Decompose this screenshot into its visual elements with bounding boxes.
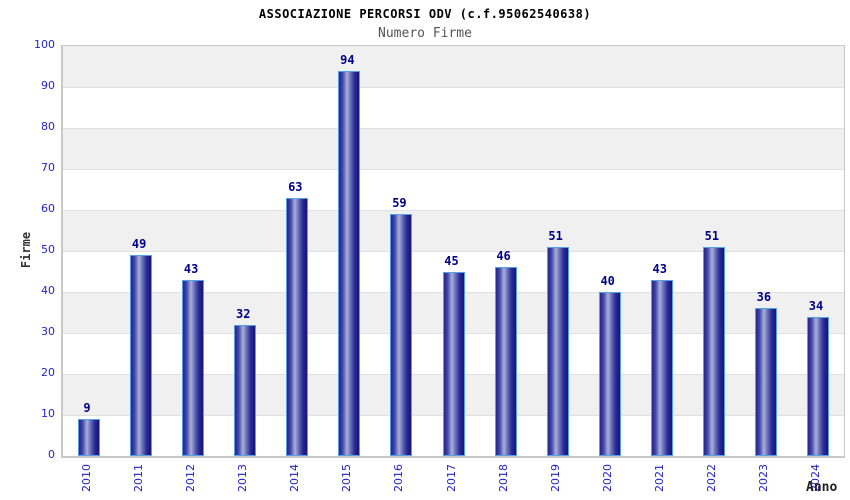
gridline	[63, 251, 844, 252]
bar-2013	[234, 324, 257, 456]
bar-value-label: 32	[235, 306, 251, 321]
bar-value-label: 63	[288, 179, 303, 194]
gridline	[63, 128, 844, 129]
bar-2014	[286, 197, 309, 456]
y-tick-20: 20	[41, 366, 55, 379]
x-tick-2015: 2015	[340, 464, 354, 492]
x-tick-2019: 2019	[548, 464, 562, 492]
x-tick-2010: 2010	[80, 464, 94, 492]
x-tick-2017: 2017	[444, 464, 458, 492]
bar-2018	[494, 267, 517, 456]
x-tick-2016: 2016	[392, 464, 406, 492]
bar-value-label: 59	[392, 196, 407, 211]
bar-value-label: 51	[548, 228, 563, 243]
gridline	[63, 169, 844, 170]
bar-2017	[442, 271, 465, 456]
bar-2011	[130, 255, 153, 456]
bar-2022	[702, 246, 725, 456]
y-tick-90: 90	[41, 79, 55, 92]
bar-2019	[546, 246, 569, 456]
y-tick-100: 100	[34, 38, 55, 51]
gridline	[63, 87, 844, 88]
bar-2010	[78, 419, 101, 456]
bar-value-label: 46	[496, 249, 511, 264]
chart-subtitle: Numero Firme	[378, 26, 472, 41]
x-tick-2021: 2021	[652, 464, 666, 492]
band	[63, 128, 844, 169]
bar-value-label: 51	[704, 228, 720, 243]
bar-2024	[806, 316, 829, 456]
x-tick-2014: 2014	[288, 464, 302, 492]
chart-title: ASSOCIAZIONE PERCORSI ODV (c.f.950625406…	[258, 7, 592, 21]
bar-value-label: 43	[183, 261, 199, 276]
x-axis-label: Anno	[806, 480, 838, 495]
x-tick-2023: 2023	[756, 464, 770, 492]
bar-value-label: 9	[83, 401, 91, 416]
bar-2023	[754, 308, 777, 456]
bar-2021	[650, 279, 673, 456]
x-tick-2020: 2020	[600, 464, 614, 492]
bar-value-label: 49	[131, 237, 147, 252]
gridline	[63, 210, 844, 211]
y-tick-80: 80	[41, 120, 55, 133]
bar-2012	[182, 279, 205, 456]
y-tick-10: 10	[41, 407, 55, 420]
bar-2020	[598, 292, 621, 456]
y-tick-50: 50	[41, 243, 55, 256]
bar-value-label: 36	[756, 290, 772, 305]
y-tick-0: 0	[48, 448, 55, 461]
y-tick-70: 70	[41, 161, 55, 174]
bar-2015	[338, 70, 361, 456]
x-tick-2018: 2018	[496, 464, 510, 492]
bar-value-label: 40	[600, 274, 615, 288]
x-tick-2012: 2012	[184, 464, 198, 492]
x-tick-2013: 2013	[236, 464, 250, 492]
y-tick-60: 60	[41, 202, 55, 215]
y-tick-30: 30	[41, 325, 55, 338]
y-tick-40: 40	[41, 284, 55, 297]
x-tick-2022: 2022	[704, 464, 718, 492]
bar-2016	[390, 214, 413, 456]
bar-value-label: 34	[808, 298, 824, 313]
x-tick-2011: 2011	[132, 464, 146, 492]
bar-value-label: 94	[340, 52, 355, 67]
band	[63, 210, 844, 251]
bar-value-label: 43	[652, 261, 667, 276]
band	[63, 46, 844, 87]
plot-area	[61, 45, 845, 458]
bar-value-label: 45	[444, 253, 459, 268]
